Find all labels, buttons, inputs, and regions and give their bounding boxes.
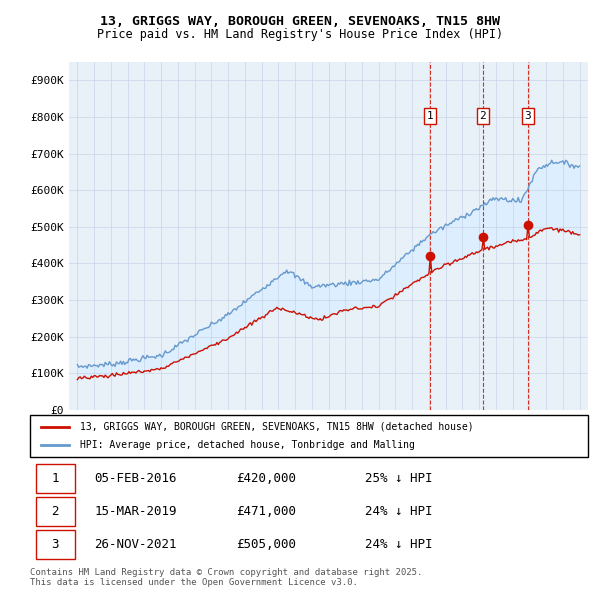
Text: 1: 1 [52,472,59,486]
Text: 25% ↓ HPI: 25% ↓ HPI [365,472,432,486]
Text: 3: 3 [52,538,59,552]
Text: 2: 2 [479,111,486,121]
Text: 1: 1 [427,111,434,121]
Text: 26-NOV-2021: 26-NOV-2021 [94,538,176,552]
Text: 13, GRIGGS WAY, BOROUGH GREEN, SEVENOAKS, TN15 8HW: 13, GRIGGS WAY, BOROUGH GREEN, SEVENOAKS… [100,15,500,28]
Text: Contains HM Land Registry data © Crown copyright and database right 2025.
This d: Contains HM Land Registry data © Crown c… [30,568,422,587]
Text: 05-FEB-2016: 05-FEB-2016 [94,472,176,486]
Text: £471,000: £471,000 [236,505,296,519]
FancyBboxPatch shape [35,464,74,493]
Text: 13, GRIGGS WAY, BOROUGH GREEN, SEVENOAKS, TN15 8HW (detached house): 13, GRIGGS WAY, BOROUGH GREEN, SEVENOAKS… [80,422,474,432]
Text: 24% ↓ HPI: 24% ↓ HPI [365,505,432,519]
Text: Price paid vs. HM Land Registry's House Price Index (HPI): Price paid vs. HM Land Registry's House … [97,28,503,41]
Text: 24% ↓ HPI: 24% ↓ HPI [365,538,432,552]
FancyBboxPatch shape [35,497,74,526]
Text: 2: 2 [52,505,59,519]
Text: HPI: Average price, detached house, Tonbridge and Malling: HPI: Average price, detached house, Tonb… [80,440,415,450]
Text: £505,000: £505,000 [236,538,296,552]
Text: £420,000: £420,000 [236,472,296,486]
FancyBboxPatch shape [35,530,74,559]
Text: 3: 3 [524,111,532,121]
FancyBboxPatch shape [30,415,588,457]
Text: 15-MAR-2019: 15-MAR-2019 [94,505,176,519]
